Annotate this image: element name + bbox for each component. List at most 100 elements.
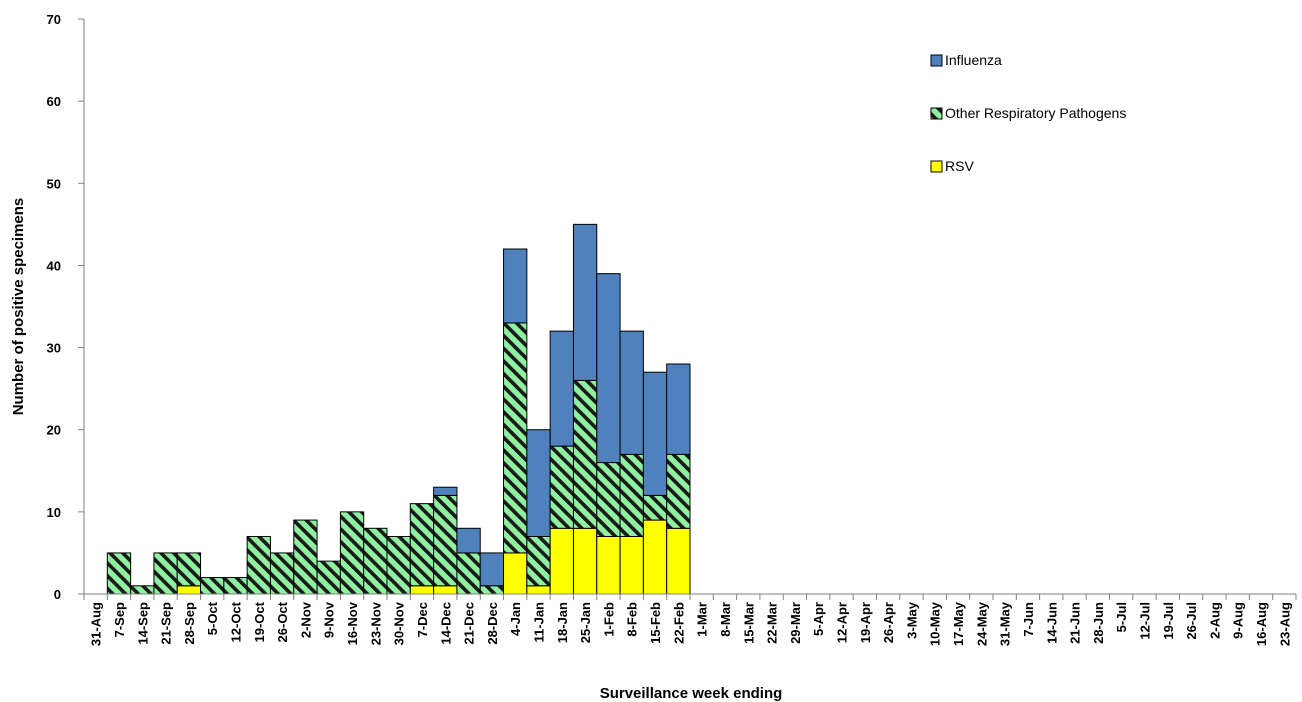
x-tick-label: 21-Jun	[1068, 602, 1083, 644]
x-tick-label: 31-Aug	[89, 602, 104, 646]
x-tick-label: 23-Nov	[368, 601, 383, 645]
bar-influenza-28-dec	[479, 552, 505, 587]
x-tick-label: 7-Sep	[112, 602, 127, 637]
x-axis-title: Surveillance week ending	[600, 685, 783, 702]
x-tick-label: 19-Apr	[858, 602, 873, 643]
bar-rsv-14-dec	[433, 585, 458, 595]
x-tick-label: 2-Nov	[298, 601, 313, 638]
bar-other-respiratory-pathogens-21-sep	[153, 552, 178, 595]
bar-influenza-4-jan	[503, 248, 528, 324]
legend-label: Influenza	[945, 52, 1002, 68]
x-tick-label: 14-Dec	[438, 602, 453, 645]
x-tick-label: 9-Aug	[1231, 602, 1246, 639]
bar-other-respiratory-pathogens-23-nov	[363, 527, 388, 595]
legend-item-rsv: RSV	[930, 158, 974, 174]
bar-other-respiratory-pathogens-28-sep	[176, 552, 202, 587]
bar-other-respiratory-pathogens-30-nov	[386, 536, 411, 595]
bar-influenza-14-dec	[433, 486, 458, 496]
bar-other-respiratory-pathogens-19-oct	[246, 536, 271, 595]
y-tick-label: 40	[47, 258, 61, 273]
bar-rsv-15-feb	[642, 519, 668, 595]
x-tick-label: 26-Oct	[275, 601, 290, 642]
bar-other-respiratory-pathogens-2-nov	[293, 519, 318, 595]
bar-rsv-1-feb	[596, 536, 621, 595]
bar-influenza-8-feb	[619, 330, 644, 455]
x-tick-label: 21-Sep	[159, 602, 174, 645]
bar-rsv-8-feb	[619, 536, 644, 595]
x-tick-label: 30-Nov	[392, 601, 407, 645]
bar-other-respiratory-pathogens-18-jan	[549, 445, 574, 529]
bar-rsv-7-dec	[409, 585, 435, 595]
x-tick-label: 10-May	[928, 601, 943, 646]
x-tick-label: 1-Feb	[601, 602, 616, 637]
x-tick-label: 25-Jan	[578, 602, 593, 643]
legend-item-other-respiratory-pathogens: Other Respiratory Pathogens	[930, 105, 1126, 121]
x-tick-label: 23-Aug	[1277, 602, 1292, 646]
legend-swatch	[930, 107, 943, 120]
y-tick-label: 30	[47, 341, 61, 356]
x-tick-label: 16-Aug	[1254, 602, 1269, 646]
x-tick-label: 12-Oct	[229, 601, 244, 642]
y-tick-label: 60	[47, 94, 61, 109]
bar-other-respiratory-pathogens-14-dec	[433, 494, 458, 587]
x-tick-label: 26-Apr	[881, 602, 896, 643]
x-tick-label: 11-Jan	[532, 602, 547, 643]
bar-rsv-11-jan	[526, 585, 551, 595]
x-tick-label: 5-Jul	[1114, 602, 1129, 632]
x-tick-label: 28-Dec	[485, 602, 500, 645]
bar-other-respiratory-pathogens-25-jan	[572, 379, 598, 529]
x-tick-label: 8-Mar	[718, 602, 733, 637]
y-tick-label: 50	[47, 176, 61, 191]
x-tick-label: 15-Feb	[648, 602, 663, 644]
x-tick-label: 7-Jun	[1021, 602, 1036, 637]
x-tick-label: 19-Oct	[252, 601, 267, 642]
y-tick-label: 20	[47, 423, 61, 438]
bar-other-respiratory-pathogens-26-oct	[269, 552, 295, 595]
bar-other-respiratory-pathogens-1-feb	[596, 462, 621, 538]
x-tick-label: 14-Jun	[1044, 602, 1059, 644]
x-tick-label: 14-Sep	[135, 602, 150, 645]
bar-other-respiratory-pathogens-15-feb	[642, 494, 668, 521]
x-tick-label: 16-Nov	[345, 601, 360, 645]
bar-influenza-25-jan	[572, 223, 598, 381]
bar-influenza-15-feb	[642, 371, 668, 496]
bar-influenza-21-dec	[456, 527, 481, 554]
bar-other-respiratory-pathogens-28-dec	[479, 585, 505, 595]
legend-swatch	[930, 160, 943, 173]
x-tick-label: 8-Feb	[625, 602, 640, 637]
x-tick-label: 22-Feb	[671, 602, 686, 644]
y-tick-label: 0	[54, 587, 61, 602]
bar-other-respiratory-pathogens-9-nov	[316, 560, 341, 595]
x-tick-label: 5-Apr	[811, 602, 826, 636]
x-tick-label: 29-Mar	[788, 602, 803, 644]
bar-influenza-22-feb	[666, 363, 691, 455]
x-tick-label: 5-Oct	[205, 601, 220, 635]
bar-other-respiratory-pathogens-21-dec	[456, 552, 481, 595]
y-tick-label: 10	[47, 505, 61, 520]
bar-other-respiratory-pathogens-5-oct	[200, 577, 225, 595]
bar-other-respiratory-pathogens-7-sep	[106, 552, 132, 595]
bar-other-respiratory-pathogens-8-feb	[619, 453, 644, 537]
x-tick-label: 28-Jun	[1091, 602, 1106, 644]
y-axis-title: Number of positive specimens	[10, 198, 27, 416]
bar-influenza-1-feb	[596, 273, 621, 464]
bar-other-respiratory-pathogens-7-dec	[409, 503, 435, 587]
bar-other-respiratory-pathogens-4-jan	[503, 322, 528, 554]
x-tick-label: 12-Jul	[1138, 602, 1153, 640]
x-tick-label: 15-Mar	[741, 602, 756, 644]
x-tick-label: 24-May	[974, 601, 989, 646]
legend-swatch	[930, 54, 943, 67]
x-tick-label: 9-Nov	[322, 601, 337, 638]
x-tick-label: 17-May	[951, 601, 966, 646]
legend-label: RSV	[945, 158, 974, 174]
x-tick-label: 1-Mar	[695, 602, 710, 637]
x-tick-label: 26-Jul	[1184, 602, 1199, 640]
bar-rsv-18-jan	[549, 527, 574, 595]
x-tick-label: 21-Dec	[462, 602, 477, 645]
bar-rsv-28-sep	[176, 585, 202, 595]
bar-influenza-18-jan	[549, 330, 574, 447]
bar-rsv-22-feb	[666, 527, 691, 595]
x-tick-label: 3-May	[904, 601, 919, 639]
